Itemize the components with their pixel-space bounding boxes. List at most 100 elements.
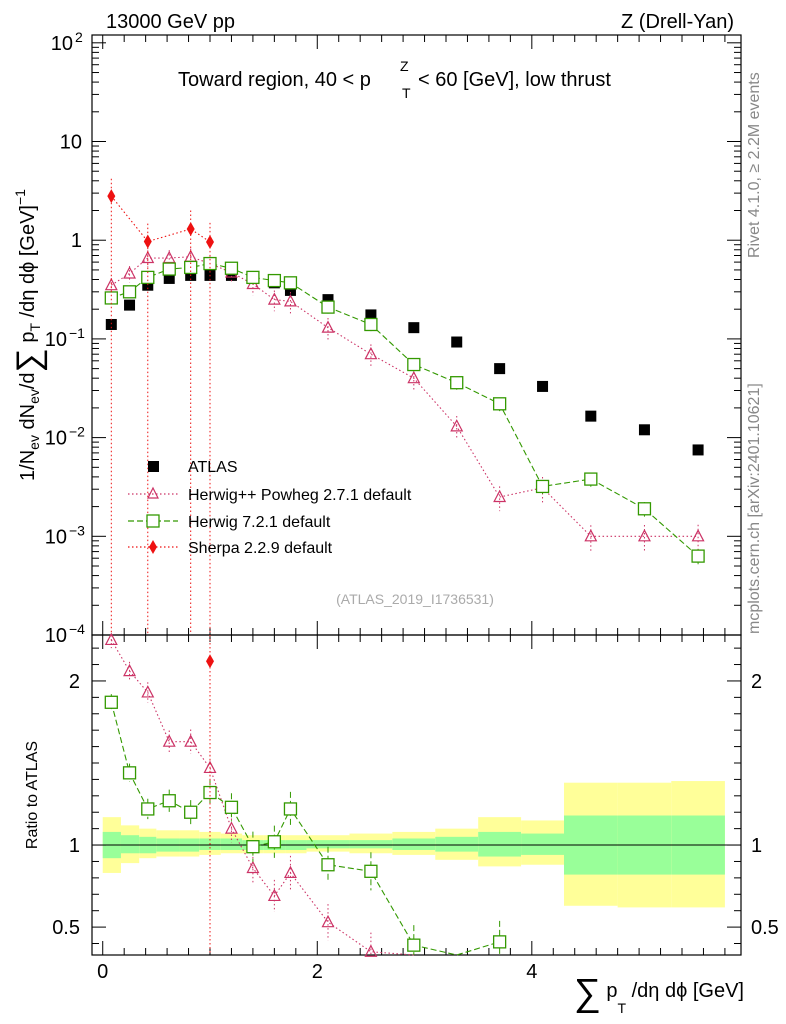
ratio-point-herwig7 [184, 805, 198, 819]
y-tick-label: 10 [45, 526, 67, 548]
point-atlas [408, 322, 420, 334]
ratio-frame [91, 634, 742, 956]
ratio-point-herwigpp [104, 632, 118, 646]
ratio-point-herwigpp [267, 888, 281, 902]
point-atlas [124, 299, 136, 311]
ratio-y-tick-label-right: 1 [751, 835, 762, 857]
y-tick-label: 10 [51, 33, 73, 55]
point-herwig7 [141, 270, 155, 285]
ratio-point-herwig7 [246, 840, 260, 854]
point-herwig7 [691, 549, 705, 563]
ratio-line-herwig7 [110, 702, 500, 956]
band-inner-segment [521, 833, 564, 855]
legend-item-herwig7: Herwig 7.2.1 default [128, 514, 331, 531]
ratio-y-tick-label-right: 0.5 [751, 917, 779, 939]
legend-label-herwig7: Herwig 7.2.1 default [188, 514, 331, 531]
band-inner-segment [435, 836, 479, 852]
point-herwigpp [283, 294, 297, 307]
rivet-label: Rivet 4.1.0, ≥ 2.2M events [746, 72, 763, 258]
ratio-point-herwig7 [224, 800, 239, 814]
x-tick-label: 0 [97, 961, 108, 983]
point-sherpa [186, 221, 195, 236]
point-atlas [105, 318, 117, 330]
point-herwig7 [321, 300, 335, 314]
ratio-point-herwig7 [492, 935, 507, 949]
legend-item-atlas: ATLAS [148, 459, 238, 476]
legend-label-sherpa: Sherpa 2.2.9 default [188, 540, 333, 557]
band-inner-segment [120, 835, 140, 854]
point-atlas [365, 309, 377, 321]
band-inner-segment [220, 838, 243, 850]
ratio-point-herwig7 [321, 858, 335, 872]
point-atlas [225, 269, 237, 281]
energy-label: 13000 GeV pp [106, 11, 235, 33]
legend-marker-atlas [148, 461, 159, 472]
y-tick-label: 1 [71, 230, 82, 252]
point-atlas [692, 444, 704, 456]
x-axis-title-text: ∑ pT /dη dϕ [GeV] [574, 972, 744, 1016]
legend-label-atlas: ATLAS [188, 459, 238, 476]
band-inner-segment [349, 840, 393, 849]
plot-title-tail: < 60 [GeV], low thrust [418, 69, 611, 91]
point-herwigpp [321, 320, 335, 333]
line-herwig7 [111, 262, 699, 557]
point-atlas [494, 363, 506, 375]
legend-marker-herwigpp [147, 486, 159, 499]
y-axis-title-text: 1/Nev dNev/d∑ pT /dη dϕ [GeV]−1 [10, 189, 48, 481]
y-tick-exponent: −1 [69, 325, 85, 341]
ratio-y-tick-label: 0.5 [52, 917, 80, 939]
y-axis-title-ratio: Ratio to ATLAS [24, 741, 41, 849]
mcplots-label: mcplots.cern.ch [arXiv:2401.10621] [746, 383, 763, 634]
analysis-watermark: (ATLAS_2019_I1736531) [336, 591, 494, 607]
point-herwigpp [584, 529, 598, 542]
point-atlas [638, 424, 650, 436]
ratio-point-herwigpp [364, 944, 378, 957]
point-herwig7 [267, 273, 282, 288]
point-atlas [284, 284, 296, 296]
ratio-y-tick-label: 2 [69, 671, 80, 693]
legend-marker-sherpa [149, 540, 157, 554]
point-atlas [322, 294, 334, 306]
point-herwig7 [224, 261, 239, 275]
point-herwig7 [122, 285, 137, 299]
point-herwig7 [492, 397, 507, 411]
legend-item-sherpa: Sherpa 2.2.9 default [128, 540, 333, 557]
ratio-point-herwig7 [122, 766, 137, 780]
y-tick-label: 10 [60, 132, 82, 154]
point-herwigpp [141, 250, 155, 264]
ratio-point-herwigpp [283, 865, 297, 879]
point-herwigpp [691, 529, 705, 542]
ratio-point-herwigpp [321, 914, 335, 928]
ratio-point-herwig7 [141, 802, 155, 816]
ratio-point-herwigpp [224, 821, 238, 834]
legend: ATLAS Herwig++ Powheg 2.7.1 default Herw… [128, 459, 412, 557]
point-herwig7 [364, 317, 378, 332]
point-sherpa [107, 189, 116, 204]
ratio-point-herwigpp [246, 860, 260, 874]
x-axis-title: ∑ pT /dη dϕ [GeV] [574, 972, 744, 1016]
y-tick-label: 10 [45, 428, 67, 450]
ratio-point-herwig7 [104, 695, 118, 709]
point-herwigpp [407, 370, 421, 384]
band-inner-segment [478, 831, 522, 857]
y-axis-title-main: 1/Nev dNev/d∑ pT /dη dϕ [GeV]−1 [10, 189, 48, 481]
point-herwigpp [104, 277, 118, 291]
ratio-point-herwig7 [364, 864, 378, 878]
legend-item-herwigpp: Herwig++ Powheg 2.7.1 default [128, 486, 412, 504]
point-herwig7 [535, 479, 550, 494]
ratio-panel: 0 2 4 0.5 0.5 1 1 2 2 [52, 632, 779, 983]
point-herwigpp [364, 346, 378, 360]
point-herwigpp [450, 419, 464, 432]
plot-title-sup: Z [400, 58, 409, 74]
ratio-point-herwigpp [162, 734, 176, 747]
point-herwigpp [123, 266, 137, 279]
ratio-point-herwig7 [162, 794, 176, 808]
legend-marker-herwig7 [146, 514, 160, 528]
ratio-point-sherpa [206, 654, 214, 669]
y-tick-exponent: −2 [69, 424, 85, 440]
ratio-point-herwigpp [141, 685, 155, 698]
ratio-point-herwig7 [203, 785, 217, 800]
plot-title-text: Toward region, 40 < p [178, 69, 371, 91]
point-herwig7 [104, 291, 118, 305]
